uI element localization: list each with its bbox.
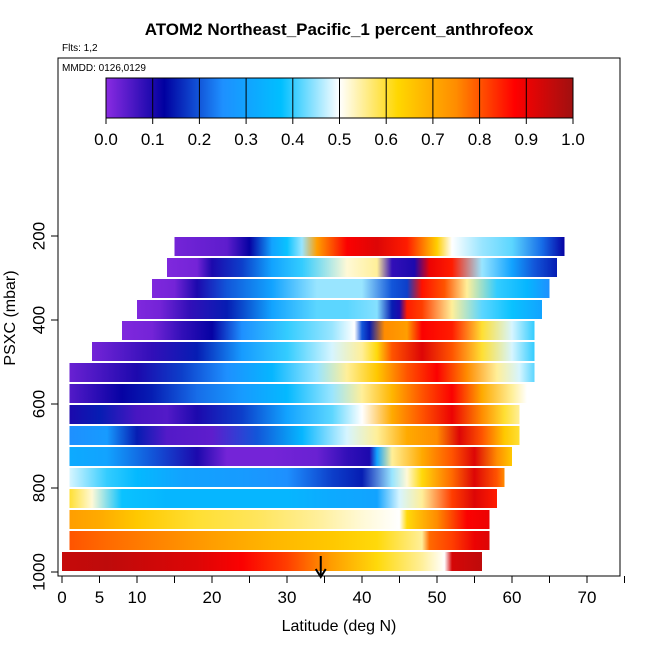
- heatmap-row: [69, 447, 512, 466]
- heatmap-row: [69, 510, 490, 529]
- heatmap-row: [92, 342, 535, 361]
- x-tick-label: 70: [578, 588, 597, 607]
- heatmap-row: [69, 531, 490, 550]
- colorbar-tick-label: 0.0: [94, 130, 118, 149]
- colorbar-tick-label: 0.4: [281, 130, 305, 149]
- heatmap-row: [69, 468, 505, 487]
- heatmap-rows: [62, 237, 565, 571]
- colorbar-tick-label: 0.1: [141, 130, 165, 149]
- x-axis: 051020304050607080: [57, 576, 625, 607]
- x-axis-label: Latitude (deg N): [282, 618, 397, 635]
- colorbar-tick-label: 0.5: [328, 130, 352, 149]
- heatmap-row: [122, 321, 535, 340]
- plot-frame: [57, 57, 621, 577]
- x-tick-label: 5: [95, 588, 104, 607]
- x-tick-label: 10: [128, 588, 147, 607]
- colorbar-tick-label: 0.9: [514, 130, 538, 149]
- colorbar: 0.0 0.1 0.2 0.3 0.4 0.5 0.6 0.7 0.8 0.9 1.0: [94, 77, 585, 149]
- latitude-arrow: [314, 556, 327, 579]
- colorbar-tick-label: 0.7: [421, 130, 445, 149]
- arrow-head: [314, 568, 327, 579]
- colorbar-tick-label: 0.8: [468, 130, 492, 149]
- y-axis: 200 400 600 800 1000: [29, 222, 58, 591]
- heatmap-row: [69, 363, 535, 382]
- heatmap-row: [69, 405, 520, 424]
- y-tick-label: 400: [29, 306, 48, 334]
- heatmap-row: [174, 237, 565, 256]
- colorbar-tick-label: 0.2: [188, 130, 212, 149]
- heatmap-row: [137, 300, 542, 319]
- x-tick-label: 0: [57, 588, 66, 607]
- dates-label: MMDD: 0126,0129: [62, 63, 146, 74]
- heatmap-row: [167, 258, 557, 277]
- heatmap-row: [69, 426, 520, 445]
- x-tick-label: 60: [503, 588, 522, 607]
- x-tick-label: 40: [353, 588, 372, 607]
- heatmap-row: [69, 489, 497, 508]
- colorbar-tick-label: 0.3: [234, 130, 258, 149]
- heatmap-row: [62, 552, 482, 571]
- y-axis-label: PSXC (mbar): [2, 270, 19, 365]
- colorbar-tick-label: 1.0: [561, 130, 585, 149]
- colorbar-tick-label: 0.6: [374, 130, 398, 149]
- flights-label: Flts: 1,2: [62, 43, 98, 54]
- chart-title: ATOM2 Northeast_Pacific_1 percent_anthro…: [145, 20, 534, 39]
- x-tick-label: 20: [203, 588, 222, 607]
- y-tick-label: 600: [29, 390, 48, 418]
- y-tick-label: 800: [29, 474, 48, 502]
- heatmap-row: [152, 279, 550, 298]
- y-tick-label: 200: [29, 222, 48, 250]
- y-tick-label: 1000: [29, 553, 48, 591]
- x-tick-label: 30: [278, 588, 297, 607]
- x-tick-label: 50: [428, 588, 447, 607]
- heatmap-row: [69, 384, 527, 403]
